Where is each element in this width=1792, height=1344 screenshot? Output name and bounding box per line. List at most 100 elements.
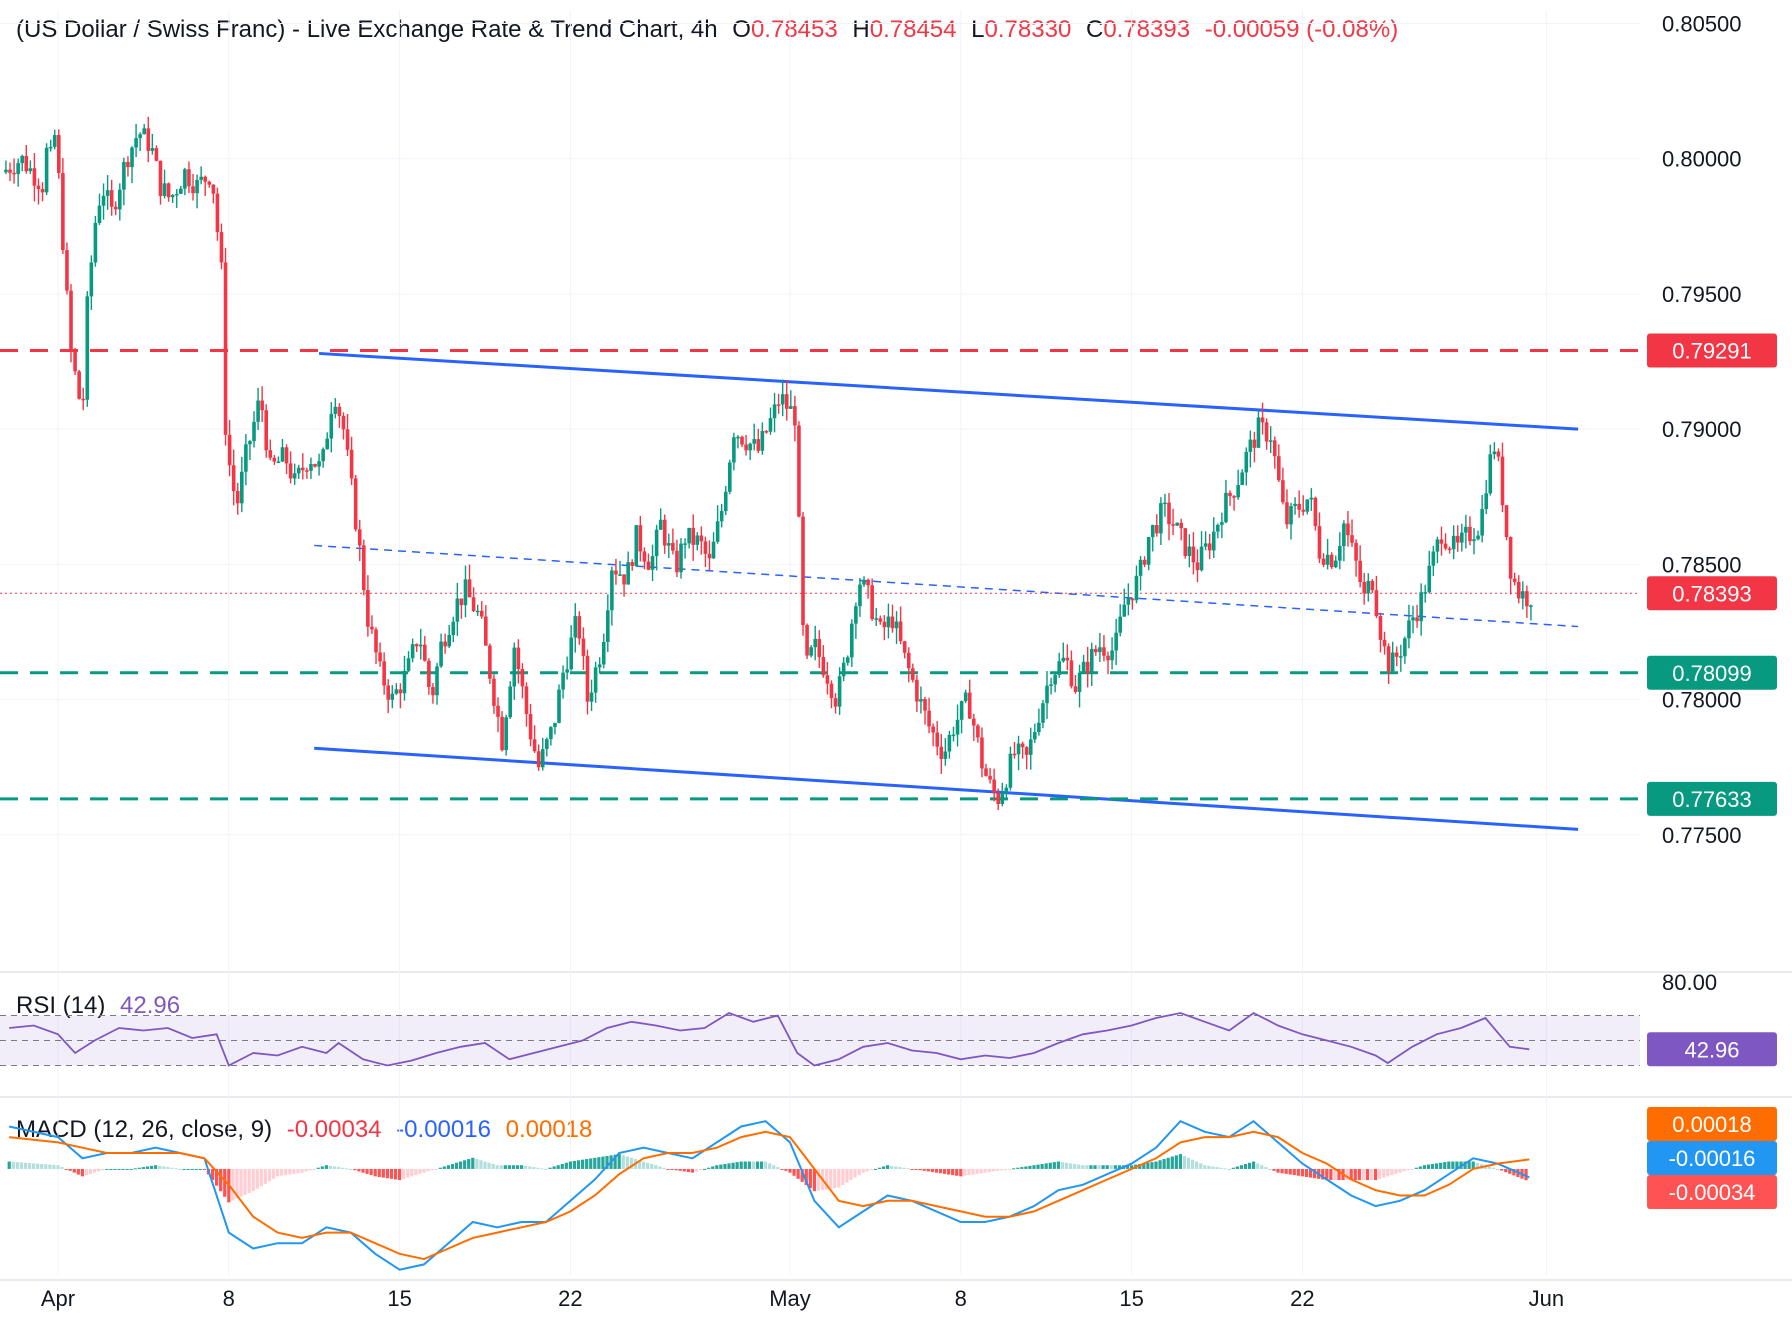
candle-body	[715, 521, 720, 542]
macd-histogram-bar	[479, 1160, 483, 1169]
macd-histogram-bar	[1044, 1163, 1048, 1169]
candle-body	[955, 719, 960, 735]
candle-body	[719, 511, 724, 522]
candle-body	[390, 693, 395, 700]
candle-body	[687, 527, 691, 544]
candle-body	[906, 652, 911, 669]
candle-body	[122, 161, 126, 190]
macd-histogram-bar	[825, 1168, 829, 1190]
candle-body	[821, 657, 826, 676]
macd-histogram-bar	[255, 1168, 259, 1189]
macd-histogram-bar	[1276, 1168, 1280, 1173]
macd-histogram-bar	[259, 1168, 263, 1187]
candle-body	[1272, 440, 1277, 457]
macd-histogram-bar	[129, 1168, 133, 1170]
macd-histogram-bar	[32, 1163, 36, 1169]
candle-body	[353, 478, 358, 530]
macd-histogram-bar	[337, 1167, 341, 1169]
candle-body	[508, 686, 513, 718]
candle-body	[931, 726, 935, 733]
candle-body	[1447, 548, 1452, 550]
macd-histogram-bar	[247, 1168, 251, 1194]
macd-histogram-bar	[1357, 1168, 1361, 1181]
y-tick-label: 0.78500	[1662, 552, 1742, 577]
macd-histogram-bar	[601, 1156, 605, 1169]
macd-histogram-bar	[707, 1167, 711, 1169]
macd-histogram-bar	[312, 1168, 316, 1170]
candle-body	[402, 670, 407, 694]
macd-histogram-bar	[1138, 1163, 1142, 1169]
candle-body	[935, 732, 940, 747]
candle-body	[32, 168, 37, 186]
macd-histogram-bar	[1447, 1161, 1451, 1169]
candle-body	[923, 699, 927, 711]
macd-histogram-bar	[1247, 1162, 1252, 1169]
macd-histogram-bar	[1191, 1159, 1195, 1169]
macd-histogram-bar	[1097, 1165, 1101, 1169]
candle-body	[284, 447, 289, 464]
macd-histogram-bar	[133, 1168, 137, 1170]
macd-histogram-bar	[434, 1168, 438, 1170]
candle-body	[809, 647, 813, 656]
macd-histogram-bar	[1463, 1161, 1467, 1169]
candle-body	[1146, 537, 1151, 565]
candle-body	[398, 689, 403, 694]
candle-body	[1203, 543, 1208, 547]
candle-body	[1150, 525, 1155, 538]
candle-body	[662, 519, 667, 546]
macd-histogram-bar	[365, 1168, 369, 1174]
candle-body	[1085, 661, 1090, 674]
candle-body	[73, 350, 77, 372]
macd-hist-tag: -0.00034	[1669, 1180, 1756, 1205]
candle-body	[386, 685, 391, 700]
macd-histogram-bar	[178, 1168, 182, 1170]
candle-body	[520, 668, 525, 687]
candle-body	[1468, 526, 1472, 542]
candle-body	[626, 562, 630, 585]
candle-body	[862, 579, 866, 585]
macd-histogram-bar	[1455, 1161, 1459, 1169]
macd-histogram-bar	[1426, 1164, 1431, 1169]
macd-histogram-bar	[1024, 1166, 1028, 1169]
macd-histogram-bar	[597, 1157, 601, 1169]
macd-histogram-bar	[332, 1166, 337, 1169]
candle-body	[772, 404, 777, 419]
candle-body	[1492, 451, 1497, 455]
candle-body	[1443, 543, 1448, 549]
macd-histogram-bar	[430, 1168, 434, 1171]
rsi-value: 42.96	[120, 992, 181, 1019]
macd-histogram-bar	[426, 1168, 430, 1172]
candle-body	[1244, 451, 1249, 473]
macd-histogram-bar	[792, 1168, 796, 1176]
macd-histogram-bar	[1345, 1168, 1349, 1181]
candle-body	[1179, 522, 1184, 529]
candle-body	[898, 621, 903, 642]
macd-histogram-bar	[190, 1168, 194, 1170]
macd-histogram-bar	[117, 1168, 121, 1170]
candle-body	[1195, 562, 1200, 571]
current-price-tag: 0.78393	[1672, 581, 1752, 606]
macd-histogram-bar	[1215, 1167, 1219, 1169]
macd-histogram-bar	[1207, 1165, 1211, 1169]
candle-body	[711, 541, 716, 559]
macd-histogram-bar	[36, 1163, 40, 1169]
macd-histogram-bar	[1337, 1168, 1341, 1181]
candle-body	[817, 638, 822, 658]
candle-body	[1130, 598, 1135, 601]
candle-body	[740, 436, 744, 445]
macd-histogram-bar	[642, 1161, 646, 1169]
candle-body	[431, 686, 435, 696]
macd-histogram-bar	[776, 1167, 780, 1169]
macd-histogram-bar	[552, 1166, 556, 1169]
candle-body	[345, 429, 350, 450]
macd-histogram-bar	[174, 1168, 178, 1170]
macd-histogram-bar	[109, 1168, 113, 1170]
macd-histogram-bar	[194, 1168, 198, 1170]
rsi-value-tag-box	[1647, 1032, 1777, 1067]
macd-histogram-bar	[898, 1167, 902, 1169]
candle-body	[1020, 743, 1025, 748]
candle-body	[89, 262, 94, 297]
candle-body	[231, 465, 236, 492]
channel-upper-line	[318, 351, 1579, 431]
